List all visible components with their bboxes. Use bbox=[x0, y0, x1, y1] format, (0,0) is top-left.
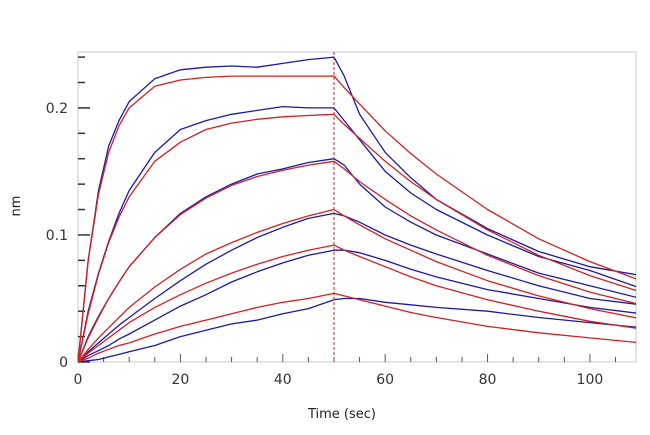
fit-series-6 bbox=[78, 292, 636, 362]
x-tick-label: 60 bbox=[376, 372, 394, 388]
y-tick-label: 0 bbox=[59, 355, 68, 371]
x-tick-label: 80 bbox=[479, 372, 497, 388]
data-series-5 bbox=[78, 249, 636, 362]
x-tick-label: 40 bbox=[274, 372, 292, 388]
fit-series-4 bbox=[78, 208, 636, 362]
y-axis-title: nm bbox=[9, 196, 24, 217]
data-series-2 bbox=[78, 105, 636, 362]
plot-frame bbox=[77, 51, 637, 363]
x-axis-title: Time (sec) bbox=[307, 407, 376, 422]
y-tick-label: 0.2 bbox=[46, 101, 68, 117]
fit-series-5 bbox=[78, 244, 636, 362]
fit-series-3 bbox=[78, 160, 636, 362]
data-series-6 bbox=[78, 297, 636, 362]
y-tick-label: 0.1 bbox=[46, 228, 68, 244]
axis-ticks bbox=[77, 56, 617, 363]
x-tick-label: 20 bbox=[171, 372, 189, 388]
data-series-4 bbox=[78, 212, 636, 362]
fit-series-1 bbox=[78, 75, 636, 362]
series-group bbox=[78, 56, 636, 362]
tick-labels: 0 20 40 60 80 100 0 0.1 0.2 bbox=[46, 101, 604, 388]
fit-series-2 bbox=[78, 113, 636, 362]
x-tick-label: 100 bbox=[577, 372, 604, 388]
x-tick-label: 0 bbox=[74, 372, 83, 388]
